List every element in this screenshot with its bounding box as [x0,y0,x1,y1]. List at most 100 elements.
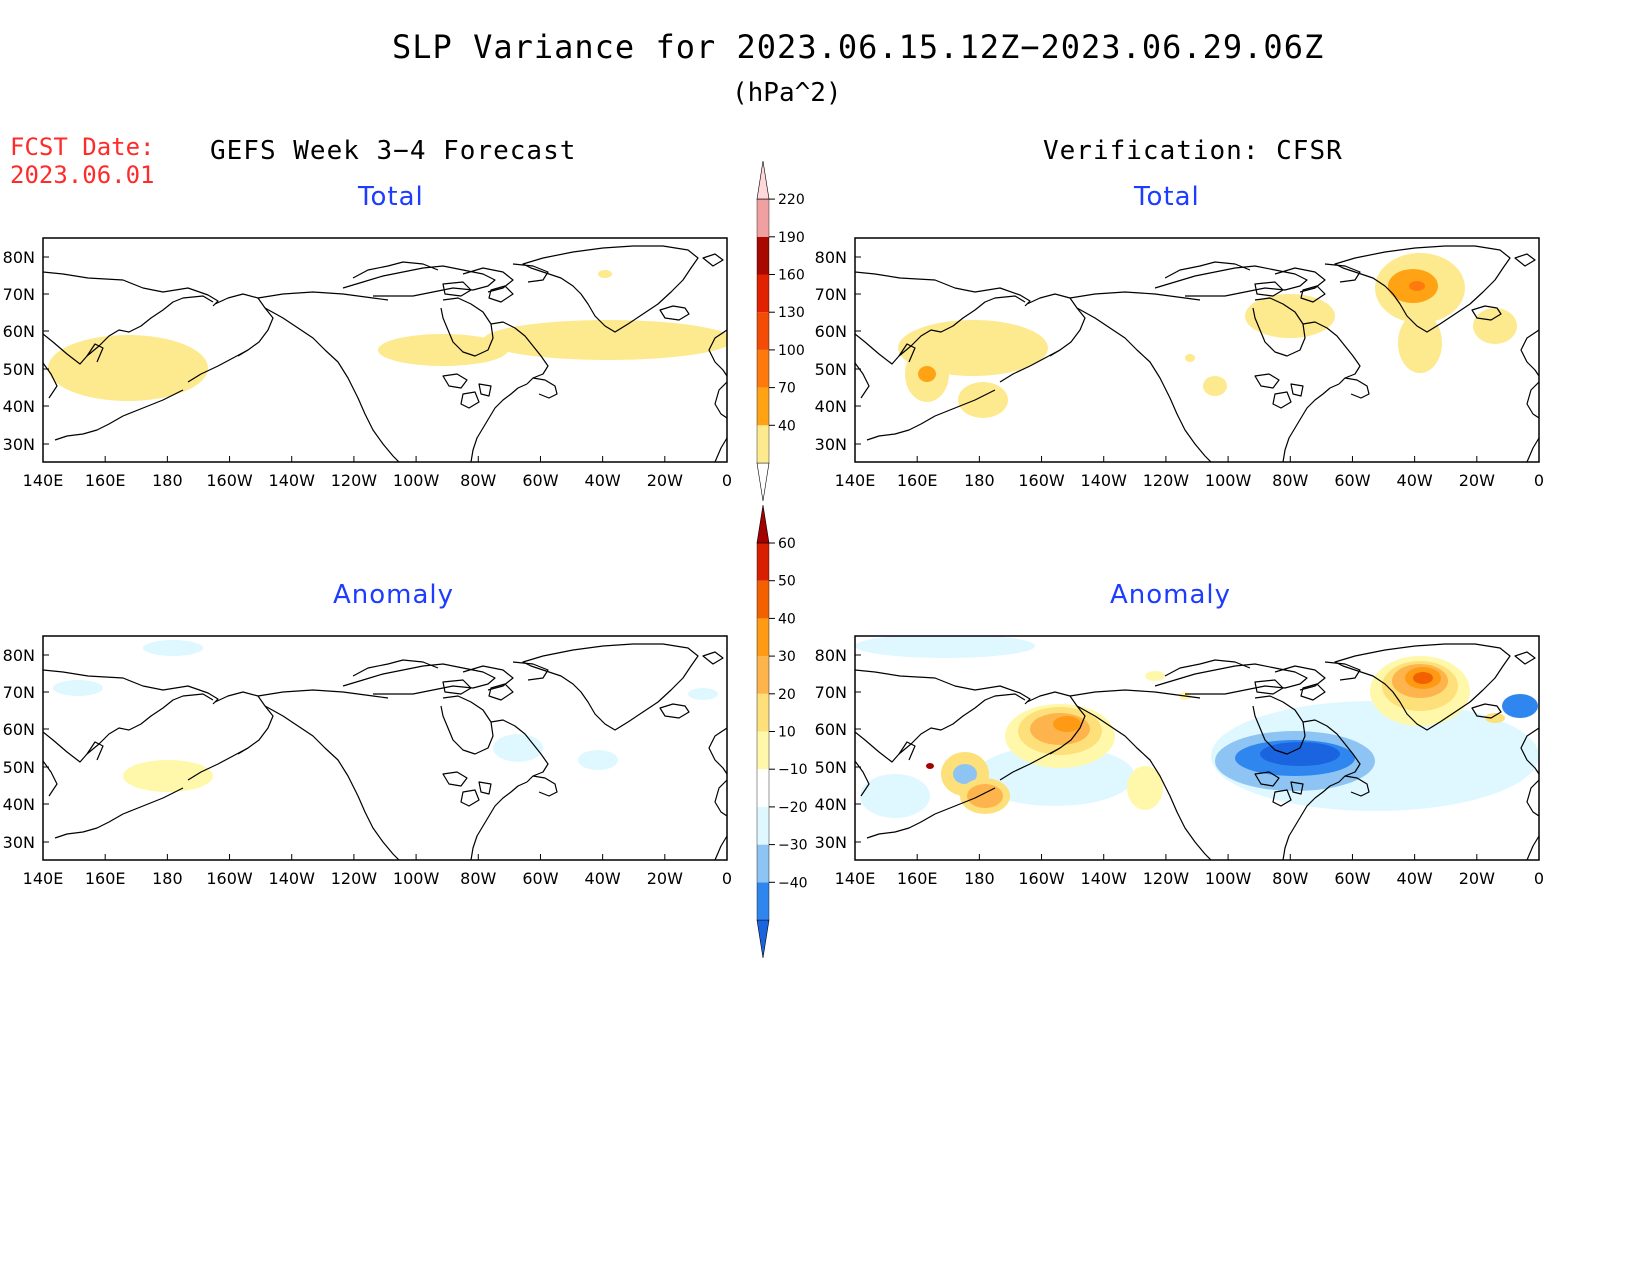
verification-anomaly-label: Anomaly [1110,580,1232,610]
map-frame [854,635,1540,861]
forecast-anomaly-map: 140E 160E 180 160W 140W 120W 100W 80W 60W 40W 20W 0… [3,635,732,888]
colorbar-segment [757,387,769,426]
units-label: (hPa^2) [732,78,842,108]
shaded-region [860,774,930,818]
lon-tick-label: 60W [522,869,558,888]
colorbar-segment [757,844,769,883]
colorbar-segment [757,731,769,770]
lon-tick-label: 180 [152,471,183,490]
lon-tick-label: 160E [85,869,126,888]
lon-tick-label: 20W [647,869,683,888]
lon-tick-label: 80W [460,471,496,490]
colorbar-segment [757,769,769,807]
lon-tick-label: 140E [23,869,64,888]
lat-tick-label: 50N [815,360,847,379]
lon-tick-label: 80W [1272,869,1308,888]
lon-tick-label: 40W [1397,869,1433,888]
lat-tick-label: 40N [815,795,847,814]
lat-tick-label: 70N [815,683,847,702]
shaded-region [53,680,103,696]
lat-tick-label: 80N [3,248,35,267]
lat-tick-label: 40N [3,795,35,814]
lat-tick-label: 50N [3,758,35,777]
lat-tick-label: 80N [3,646,35,665]
map-frame [854,237,1540,463]
lon-tick-label: 160W [206,471,253,490]
verification-total-label: Total [1134,182,1200,212]
lon-tick-label: 120W [1143,869,1190,888]
shaded-region [578,750,618,770]
lat-tick-label: 70N [3,285,35,304]
colorbar-segment [757,236,769,275]
colorbar-segment [757,425,769,463]
colorbar-high-arrow [756,504,770,544]
lat-tick-label: 30N [815,435,847,454]
lon-tick-label: 60W [1334,869,1370,888]
lat-tick-label: 50N [3,360,35,379]
lon-tick-label: 180 [964,869,995,888]
lon-tick-label: 60W [522,471,558,490]
colorbar-level-label: 20 [778,687,796,703]
shaded-region [1409,281,1425,291]
shaded-region [1502,694,1538,718]
colorbar-level-label: 190 [778,230,805,246]
fcst-date-label: FCST Date: [10,133,155,161]
lon-tick-label: 60W [1334,471,1370,490]
lon-tick-label: 140W [269,471,316,490]
lat-tick-label: 30N [3,833,35,852]
lat-tick-label: 70N [3,683,35,702]
verification-total-map: 140E 160E 180 160W 140W 120W 100W 80W 60W 40W 20W 0… [815,237,1544,490]
lon-tick-label: 180 [152,869,183,888]
anomaly-colorbar: −40 −30 −20 −10 10 20 30 40 50 60 [756,504,808,959]
fcst-date-value: 2023.06.01 [10,161,155,189]
verification-anomaly-map: 140E 160E 180 160W 140W 120W 100W 80W 60W 40W 20W 0… [815,635,1544,888]
lon-tick-label: 120W [331,869,378,888]
forecast-total-label: Total [358,182,424,212]
lon-tick-label: 160E [85,471,126,490]
lon-tick-label: 160E [897,471,938,490]
shaded-region [143,640,203,656]
shaded-region [1127,766,1163,810]
shaded-region [1203,376,1227,396]
colorbar-level-label: 30 [778,649,796,665]
shaded-region [1398,313,1442,373]
lon-tick-label: 140W [269,869,316,888]
lat-tick-label: 30N [3,435,35,454]
colorbar-segment [757,580,769,619]
shaded-region [967,784,1003,808]
lon-tick-label: 140W [1081,869,1128,888]
lat-tick-label: 60N [3,720,35,739]
lon-tick-label: 160W [1018,869,1065,888]
lat-tick-label: 80N [815,248,847,267]
colorbar-level-label: 60 [778,536,796,552]
colorbar-segment [757,693,769,732]
shaded-region [1473,308,1517,344]
colorbar-level-label: 40 [778,611,796,627]
lon-tick-label: 140W [1081,471,1128,490]
shaded-region [1260,742,1340,766]
shaded-region [958,382,1008,418]
lon-tick-label: 0 [1534,869,1544,888]
shaded-region [48,335,208,401]
colorbar-segment [757,274,769,313]
lon-tick-label: 100W [393,471,440,490]
shaded-region [918,366,936,382]
colorbar-level-label: 50 [778,574,796,590]
lon-tick-label: 100W [393,869,440,888]
lon-tick-label: 80W [1272,471,1308,490]
colorbar-level-label: 160 [778,268,805,284]
forecast-total-map: 140E 160E 180 160W 140W 120W 100W 80W 60W 40W 20W 0… [3,237,732,490]
colorbar-level-label: 130 [778,305,805,321]
lat-tick-label: 70N [815,285,847,304]
total-colorbar: 40 70 100 130 160 190 220 [756,161,805,502]
shaded-region [1245,294,1335,338]
shaded-region [688,688,718,700]
colorbar-segment [757,349,769,388]
colorbar-high-arrow [756,161,770,200]
colorbar-level-label: 220 [778,192,805,208]
colorbar-segment [757,618,769,657]
colorbar-segment [757,806,769,845]
lon-tick-label: 120W [1143,471,1190,490]
lat-tick-label: 40N [3,397,35,416]
shaded-region [1053,716,1081,732]
